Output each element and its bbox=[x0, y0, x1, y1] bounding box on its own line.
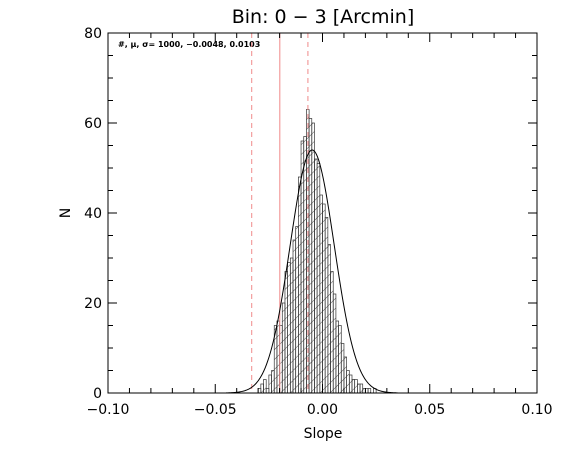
plot-area bbox=[225, 33, 398, 394]
y-tick-label: 40 bbox=[84, 206, 102, 222]
stats-annotation: #, μ, σ= 1000, −0.0048, 0.0103 bbox=[118, 40, 260, 49]
x-tick-label: −0.10 bbox=[87, 402, 130, 418]
y-tick-label: 60 bbox=[84, 116, 102, 132]
y-tick-label: 80 bbox=[84, 26, 102, 42]
gaussian-fit-curve bbox=[225, 149, 398, 394]
axes: −0.10 −0.05 0.00 0.05 0.10 0 20 40 60 80 bbox=[84, 26, 552, 418]
y-tick-label: 20 bbox=[84, 296, 102, 312]
chart-title: Bin: 0 − 3 [Arcmin] bbox=[232, 6, 415, 28]
x-axis-label: Slope bbox=[304, 426, 343, 442]
y-axis-label: N bbox=[58, 208, 74, 218]
x-tick-label: 0.00 bbox=[307, 402, 338, 418]
x-tick-label: 0.10 bbox=[521, 402, 552, 418]
x-tick-label: 0.05 bbox=[414, 402, 445, 418]
x-tick-label: −0.05 bbox=[194, 402, 237, 418]
y-tick-label: 0 bbox=[93, 386, 102, 402]
